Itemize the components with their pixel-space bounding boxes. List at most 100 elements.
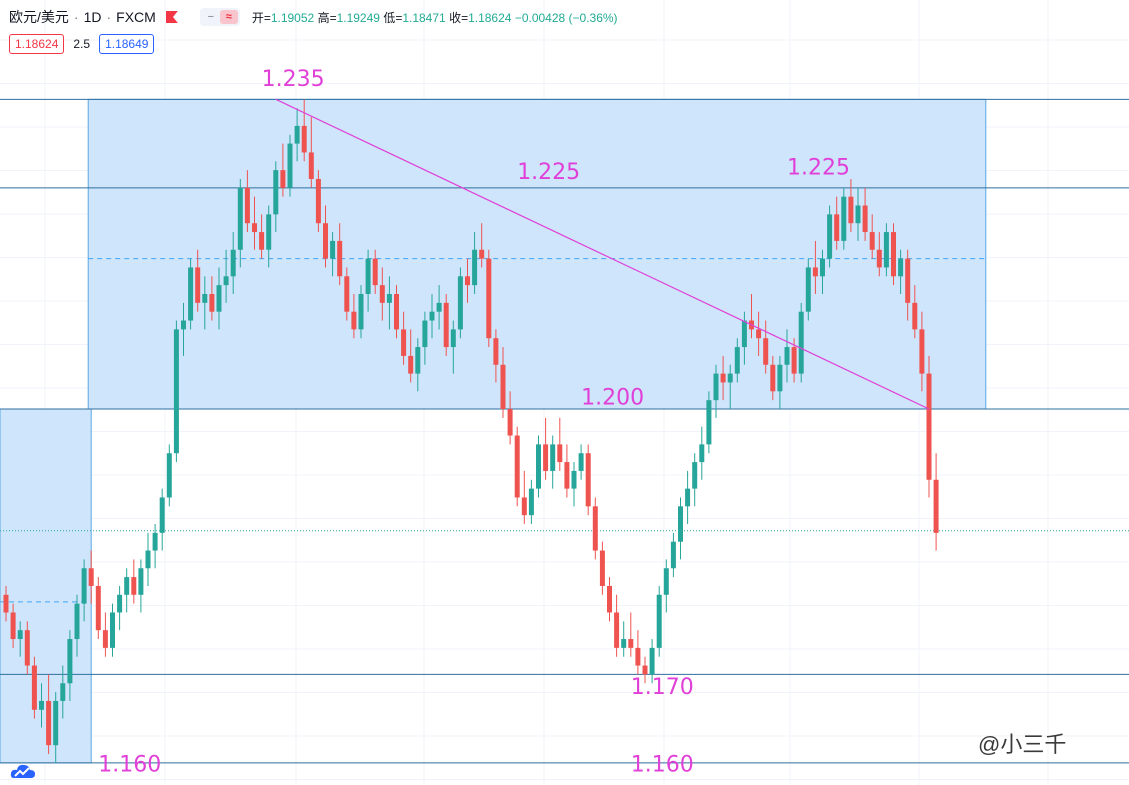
candle-body	[784, 347, 790, 365]
candle-body	[209, 293, 215, 312]
candle-body	[869, 232, 875, 250]
candle-body	[408, 355, 414, 374]
candle-body	[905, 258, 911, 303]
candle-body	[181, 320, 186, 330]
candle-body	[713, 373, 719, 401]
flag-icon[interactable]	[165, 11, 178, 23]
candle-body	[266, 214, 272, 250]
candle-body	[46, 700, 52, 746]
candle-body	[124, 577, 130, 595]
candle-body	[550, 444, 556, 471]
candle-body	[557, 444, 563, 463]
candle-body	[571, 470, 577, 489]
candle-body	[358, 293, 364, 330]
candle-body	[706, 400, 712, 445]
candle-body	[216, 285, 222, 312]
candle-body	[273, 170, 279, 215]
candle-body	[543, 444, 549, 471]
level-label: 1.235	[262, 67, 325, 92]
candle-body	[500, 364, 506, 409]
candle-body	[621, 639, 627, 648]
candle-body	[315, 178, 321, 224]
candle-body	[741, 320, 747, 348]
open-label: 开=	[251, 10, 271, 25]
buy-price-button[interactable]: 1.18649	[99, 34, 155, 54]
candle-body	[457, 276, 463, 330]
candle-body	[39, 700, 44, 710]
candle-body	[876, 249, 882, 268]
candle-body	[330, 240, 336, 259]
candle-body	[663, 568, 669, 595]
level-label: 1.170	[631, 675, 694, 700]
candle-body	[159, 497, 165, 533]
candle-body	[394, 293, 399, 330]
candle-body	[372, 258, 378, 286]
minus-toggle-icon[interactable]: −	[207, 11, 215, 23]
candle-body	[223, 276, 229, 286]
candle-body	[898, 258, 904, 277]
candle-body	[756, 329, 762, 339]
level-label: 1.200	[581, 386, 644, 411]
toggle-group[interactable]: − ≈	[199, 8, 240, 26]
candle-body	[202, 293, 208, 303]
level-label: 1.225	[787, 156, 850, 181]
candle-body	[450, 329, 456, 348]
candle-body	[770, 364, 776, 392]
quote-row: 1.18624 2.5 1.18649	[9, 34, 155, 54]
candle-body	[10, 612, 16, 640]
candle-body	[17, 630, 23, 640]
candle-body	[578, 453, 584, 471]
candle-body	[507, 409, 513, 436]
level-label: 1.160	[98, 753, 161, 778]
candle-body	[60, 683, 66, 701]
approx-toggle-icon[interactable]: ≈	[219, 10, 238, 24]
candle-body	[933, 479, 939, 533]
low-value: 1.18471	[402, 10, 446, 25]
candle-body	[798, 311, 804, 374]
candle-body	[820, 258, 825, 277]
candle-body	[472, 249, 478, 286]
candle-body	[280, 170, 286, 188]
candle-body	[862, 205, 868, 233]
candle-body	[323, 223, 328, 259]
candle-body	[244, 187, 250, 224]
close-label: 收=	[449, 10, 469, 25]
candle-body	[67, 639, 73, 684]
candle-body	[642, 665, 648, 675]
candle-body	[479, 249, 485, 259]
candle-body	[727, 373, 733, 383]
legend-header: 欧元/美元 · 1D · FXCM − ≈ 开=1.19052 高=1.1924…	[9, 8, 618, 26]
source-label: FXCM	[116, 9, 156, 25]
candle-body	[287, 143, 293, 188]
level-labels: 1.235 1.225 1.225 1.200 1.170 1.160 1.160	[98, 67, 850, 778]
symbol-name[interactable]: 欧元/美元	[9, 9, 69, 25]
ohlc-values: 开=1.19052 高=1.19249 低=1.18471 收=1.18624 …	[252, 9, 618, 26]
interval-label[interactable]: 1D	[83, 9, 102, 25]
trendline-group[interactable]	[275, 98, 930, 410]
candle-body	[401, 329, 407, 356]
candle-body	[131, 577, 137, 595]
candle-body	[883, 232, 889, 268]
candle-body	[919, 329, 925, 374]
candle-body	[337, 240, 343, 277]
candle-body	[3, 594, 9, 613]
tradingview-cloud-icon[interactable]	[10, 762, 36, 780]
trendline	[275, 98, 930, 410]
candle-body	[834, 214, 840, 241]
candle-body	[195, 267, 201, 303]
sell-price-button[interactable]: 1.18624	[9, 34, 65, 54]
candle-body	[74, 603, 80, 640]
candle-body	[294, 125, 300, 144]
candle-body	[678, 506, 683, 542]
candle-body	[692, 462, 698, 489]
candle-body	[635, 647, 641, 666]
zone-rect	[0, 408, 92, 764]
candle-body	[720, 373, 726, 383]
candle-body	[614, 612, 620, 648]
candle-body	[592, 506, 598, 551]
candle-body	[301, 125, 307, 153]
low-label: 低=	[383, 10, 403, 25]
candle-body	[152, 532, 158, 551]
candle-body	[166, 453, 172, 498]
